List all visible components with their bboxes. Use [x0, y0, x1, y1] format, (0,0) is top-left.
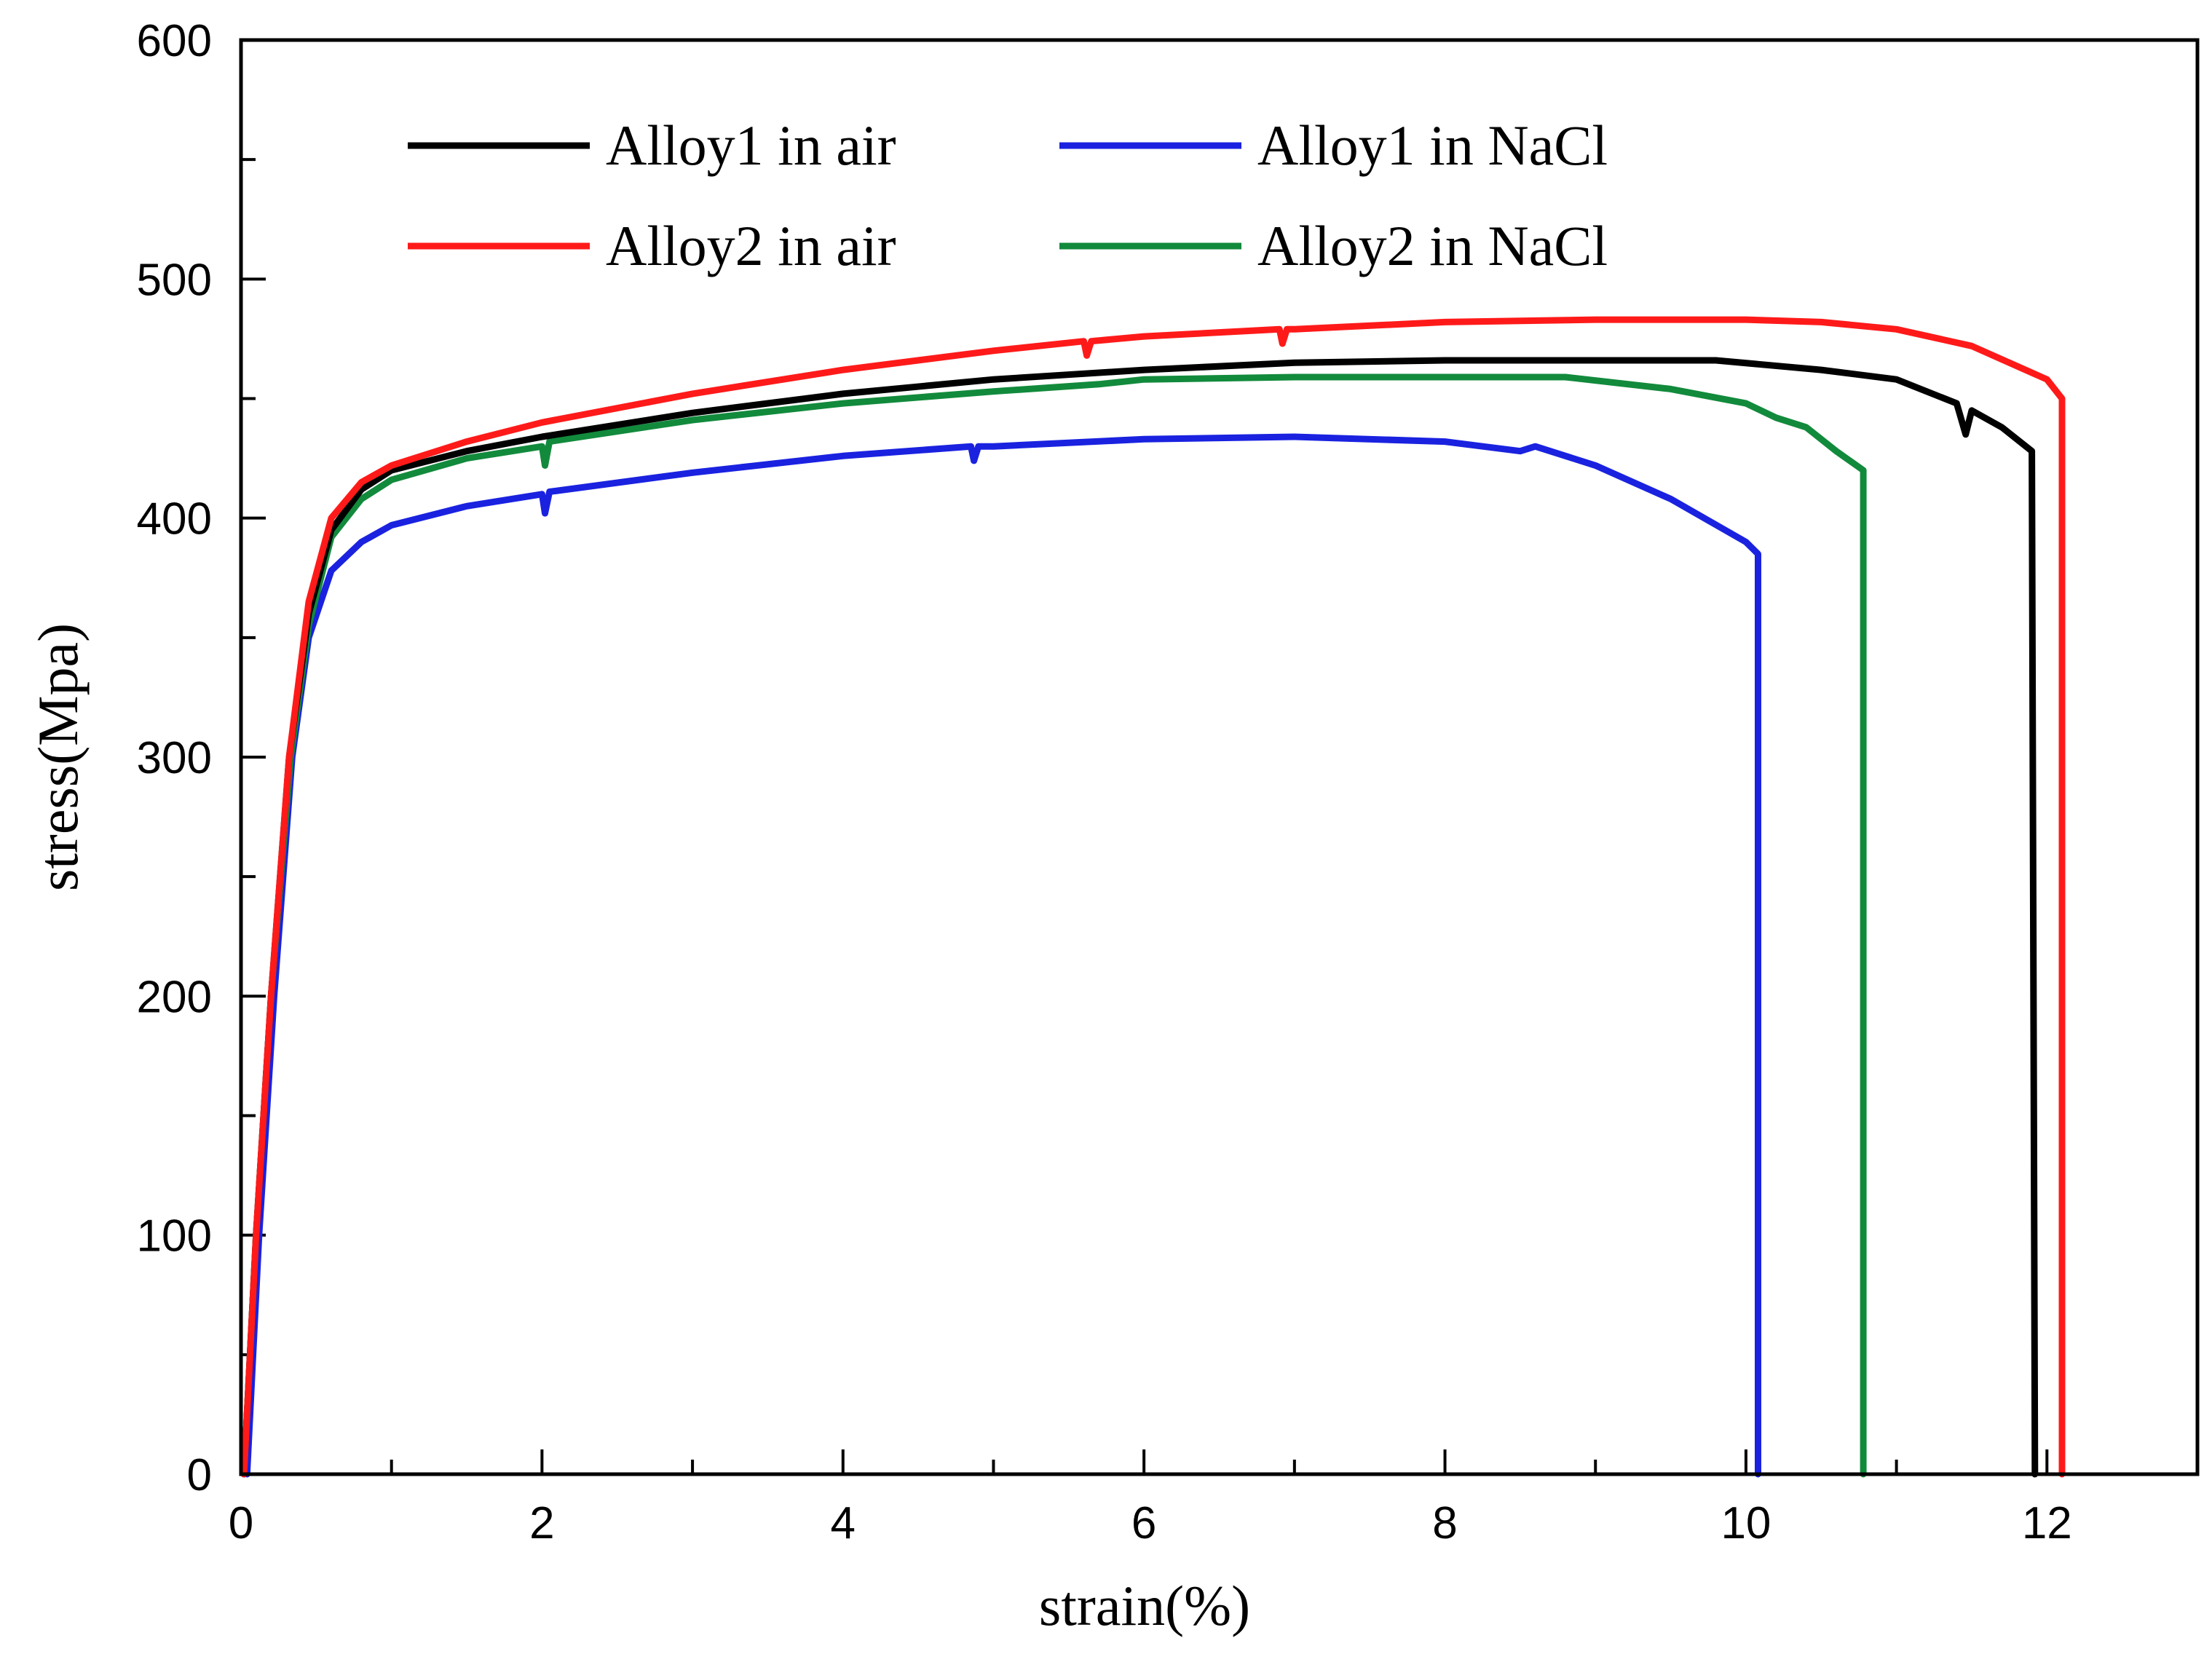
x-tick-label: 12: [2022, 1498, 2072, 1548]
y-tick-label: 600: [137, 16, 212, 66]
x-tick-label: 0: [229, 1498, 253, 1548]
y-tick-label: 200: [137, 972, 212, 1022]
legend-label: Alloy1 in air: [606, 114, 896, 177]
y-tick-label: 0: [187, 1450, 212, 1500]
y-tick-label: 300: [137, 733, 212, 783]
x-tick-label: 8: [1432, 1498, 1457, 1548]
x-tick-label: 4: [831, 1498, 856, 1548]
x-tick-label: 6: [1131, 1498, 1156, 1548]
series-line-alloy1-in-nacl: [243, 433, 1761, 1478]
plot-frame: [239, 38, 2200, 1476]
legend-label: Alloy2 in NaCl: [1257, 214, 1608, 277]
y-tick-label: 500: [137, 255, 212, 305]
legend: Alloy1 in air Alloy1 in NaCl Alloy2 in air…: [408, 114, 1608, 277]
x-axis-title: strain(%): [1039, 1574, 1250, 1637]
series-layer: [240, 316, 2066, 1478]
ticks-layer: 0 2 4 6 8 10 12 0 100 200 300 400 500 600: [137, 16, 2199, 1548]
legend-label: Alloy1 in NaCl: [1257, 114, 1608, 177]
legend-label: Alloy2 in air: [606, 214, 896, 277]
series-line-alloy2-in-air: [240, 316, 2066, 1478]
x-tick-label: 10: [1721, 1498, 1771, 1548]
y-tick-label: 100: [137, 1211, 212, 1262]
y-axis-title: stress(Mpa): [26, 623, 90, 891]
y-tick-label: 400: [137, 494, 212, 545]
x-tick-label: 2: [529, 1498, 554, 1548]
